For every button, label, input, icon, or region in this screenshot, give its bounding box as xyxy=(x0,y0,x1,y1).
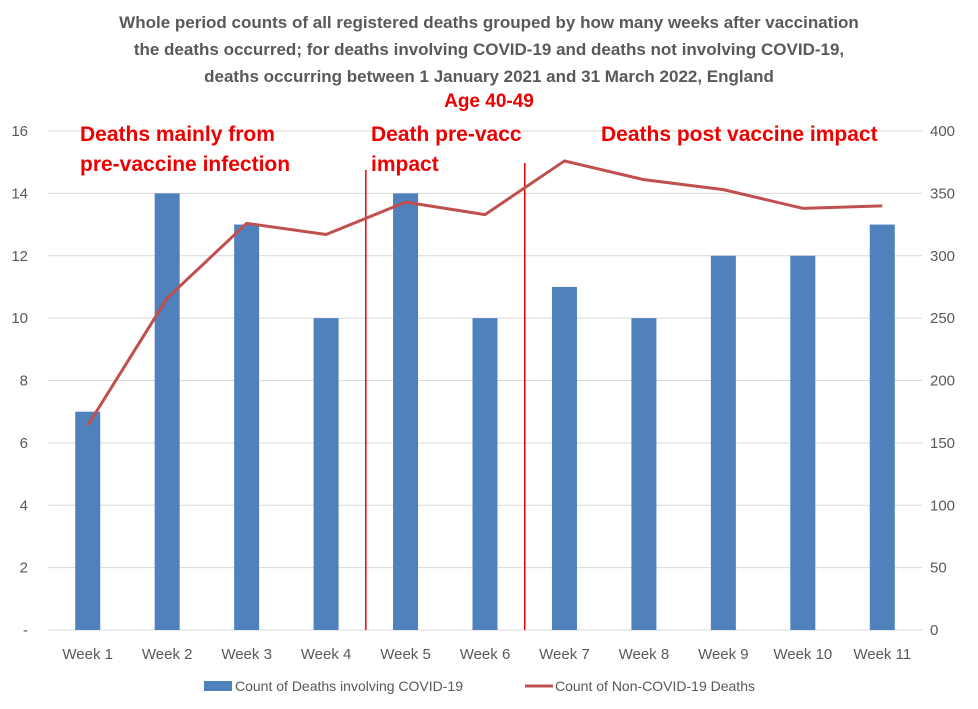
chart-title: Whole period counts of all registered de… xyxy=(119,13,859,112)
x-tick-label: Week 8 xyxy=(619,646,670,663)
left-tick-label: 2 xyxy=(20,560,28,577)
x-tick-label: Week 1 xyxy=(62,646,113,663)
left-tick-label: 12 xyxy=(11,248,28,265)
x-tick-label: Week 11 xyxy=(853,646,911,663)
annotation-3-line-1: Deaths post vaccine impact xyxy=(601,123,878,146)
right-tick-label: 250 xyxy=(930,310,955,327)
bar xyxy=(393,193,419,630)
legend-line-label: Count of Non-COVID-19 Deaths xyxy=(555,678,755,694)
left-tick-label: - xyxy=(23,622,28,639)
x-tick-label: Week 10 xyxy=(773,646,832,663)
left-tick-label: 4 xyxy=(20,497,28,514)
bar xyxy=(472,318,498,630)
divider-lines xyxy=(365,163,526,630)
bar xyxy=(154,193,180,630)
title-line-3: deaths occurring between 1 January 2021 … xyxy=(204,67,774,86)
annotation-1-line-2: pre-vaccine infection xyxy=(80,153,290,176)
right-tick-label: 300 xyxy=(930,248,955,265)
left-tick-label: 14 xyxy=(11,185,28,202)
right-tick-label: 150 xyxy=(930,435,955,452)
left-tick-label: 6 xyxy=(20,435,28,452)
x-tick-label: Week 3 xyxy=(221,646,272,663)
right-tick-label: 350 xyxy=(930,185,955,202)
x-tick-label: Week 6 xyxy=(460,646,511,663)
right-axis: 0 50 100 150 200 250 300 350 400 xyxy=(930,123,955,639)
right-tick-label: 50 xyxy=(930,560,947,577)
x-tick-label: Week 4 xyxy=(301,646,352,663)
bar xyxy=(551,286,577,630)
line-series xyxy=(86,159,883,427)
bar xyxy=(313,318,339,630)
right-tick-label: 100 xyxy=(930,497,955,514)
annotation-1-line-1: Deaths mainly from xyxy=(80,123,275,146)
bar xyxy=(869,224,895,630)
legend-bar-label: Count of Deaths involving COVID-19 xyxy=(235,678,463,694)
bar xyxy=(790,255,816,630)
left-tick-label: 10 xyxy=(11,310,28,327)
annotation-2-line-1: Death pre-vacc xyxy=(371,123,522,146)
left-axis: - 2 4 6 8 10 12 14 16 xyxy=(11,123,28,639)
right-tick-label: 400 xyxy=(930,123,955,140)
bar xyxy=(631,318,657,630)
right-tick-label: 0 xyxy=(930,622,938,639)
title-line-1: Whole period counts of all registered de… xyxy=(119,13,859,32)
left-tick-label: 16 xyxy=(11,123,28,140)
x-tick-label: Week 7 xyxy=(539,646,590,663)
chart-subtitle: Age 40-49 xyxy=(444,91,534,112)
x-axis: Week 1 Week 2 Week 3 Week 4 Week 5 Week 6 Week… xyxy=(62,646,911,663)
annotations: Deaths mainly from pre-vaccine infection… xyxy=(80,123,878,176)
bar xyxy=(234,224,260,630)
left-tick-label: 8 xyxy=(20,373,28,390)
x-tick-label: Week 2 xyxy=(142,646,193,663)
bar xyxy=(75,411,101,630)
legend-bar-swatch xyxy=(204,681,232,691)
legend: Count of Deaths involving COVID-19 Count… xyxy=(204,678,755,694)
bar xyxy=(710,255,736,630)
bar-series xyxy=(75,193,895,630)
title-line-2: the deaths occurred; for deaths involvin… xyxy=(134,40,844,59)
right-tick-label: 200 xyxy=(930,373,955,390)
x-tick-label: Week 9 xyxy=(698,646,749,663)
annotation-2-line-2: impact xyxy=(371,153,439,176)
x-tick-label: Week 5 xyxy=(380,646,431,663)
